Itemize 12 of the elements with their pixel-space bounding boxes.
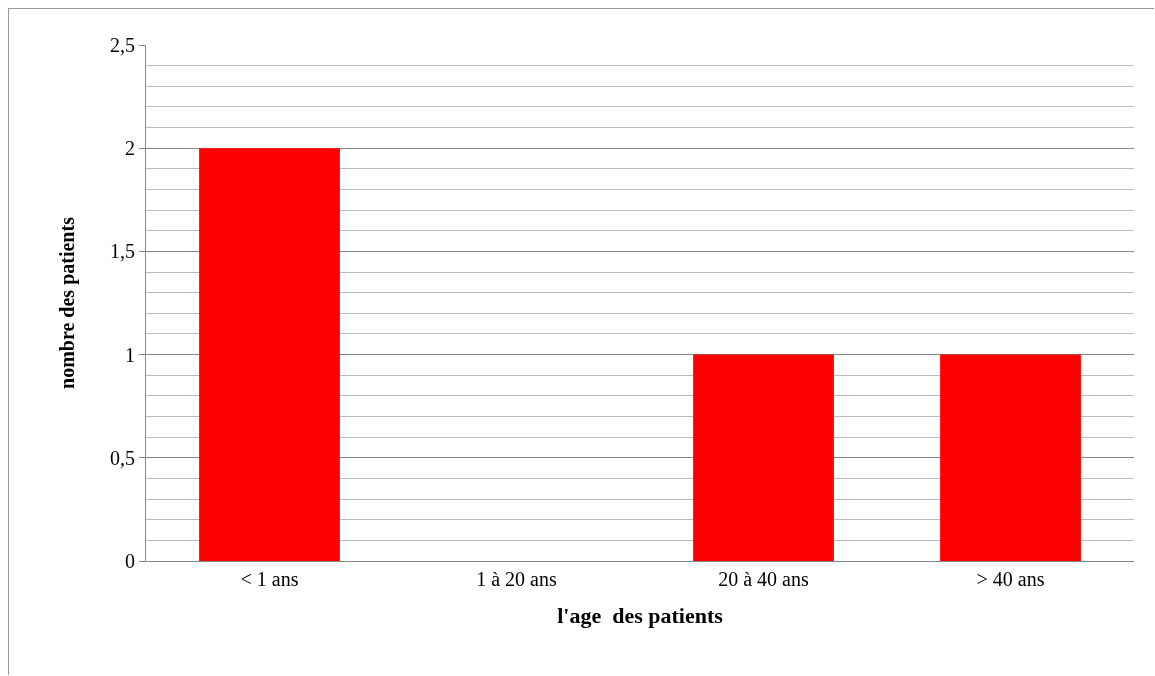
- x-axis-title: l'age des patients: [557, 602, 724, 628]
- x-tick-label: < 1 ans: [240, 568, 299, 590]
- x-tick-label: 1 à 20 ans: [476, 568, 557, 590]
- y-tick-label: 2,5: [110, 34, 135, 56]
- x-tick-label: > 40 ans: [976, 568, 1045, 590]
- y-tick-label: 1,5: [110, 240, 135, 263]
- y-tick-label: 1: [125, 343, 135, 366]
- y-tick-label: 2: [125, 137, 135, 160]
- y-tick-label: 0: [125, 550, 135, 572]
- y-axis-title: nombre des patients: [55, 216, 79, 389]
- y-tick-label: 0,5: [110, 446, 135, 469]
- x-tick-label: 20 à 40 ans: [718, 568, 809, 590]
